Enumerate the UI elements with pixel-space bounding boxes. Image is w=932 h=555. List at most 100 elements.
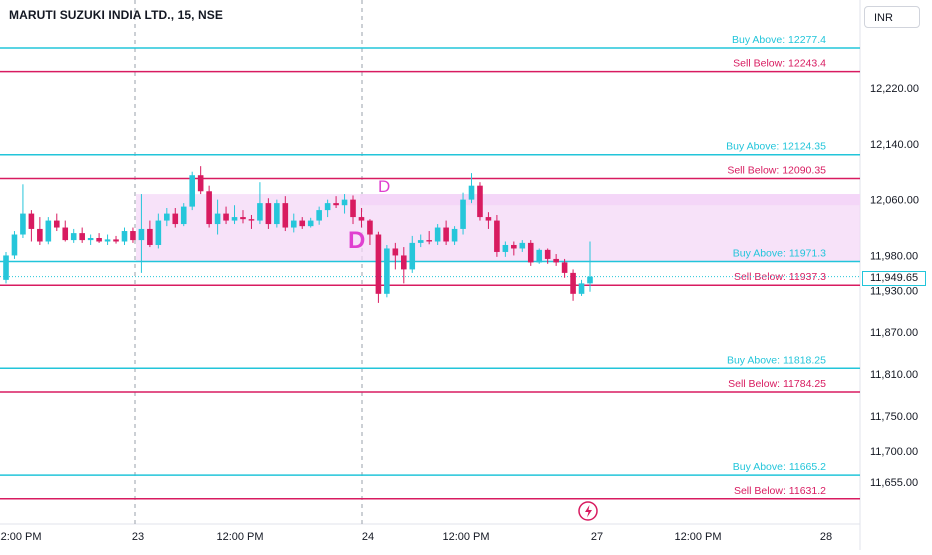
candle-body [375, 234, 382, 294]
y-tick-label: 12,220.00 [870, 83, 919, 95]
buy-level-label: Buy Above: 11818.25 [727, 354, 826, 366]
zone-marker-label: D [378, 177, 390, 196]
candle-body [358, 217, 365, 221]
candle-body [113, 239, 119, 242]
x-tick-label: 24 [362, 531, 374, 543]
candle-body [341, 199, 348, 206]
candle-body [45, 220, 52, 242]
candle-body [570, 272, 576, 294]
candle-body [485, 217, 492, 221]
x-tick-label: 12:00 PM [0, 531, 42, 543]
y-tick-label: 11,810.00 [870, 369, 918, 381]
candle-body [214, 213, 221, 225]
candle-body [223, 213, 229, 221]
y-tick-label: 11,700.00 [870, 446, 918, 458]
candle-body [37, 228, 43, 242]
current-price-label: 11,949.65 [862, 271, 926, 286]
buy-level-label: Buy Above: 12277.4 [732, 34, 826, 46]
candle-body [536, 249, 543, 263]
candle-body [544, 249, 551, 259]
buy-level-label: Buy Above: 12124.35 [726, 141, 826, 153]
candle-body [299, 220, 306, 227]
demand-zone [360, 194, 860, 206]
candle-body [527, 242, 534, 263]
sell-level-label: Sell Below: 12243.4 [733, 58, 826, 70]
candle-body [324, 203, 331, 211]
candle-body [28, 213, 35, 229]
candle-body [104, 239, 111, 242]
candle-body [274, 203, 280, 225]
sell-level-label: Sell Below: 11937.3 [734, 271, 826, 283]
candle-body [70, 233, 77, 241]
currency-selector[interactable]: INR [864, 6, 920, 28]
candle-body [578, 283, 585, 294]
candle-body [426, 240, 432, 242]
sell-level-label: Sell Below: 11784.25 [728, 378, 826, 390]
candle-body [316, 210, 322, 221]
candle-body [307, 220, 314, 227]
candle-body [11, 234, 18, 256]
candle-body [172, 213, 179, 225]
candle-body [197, 175, 204, 192]
candle-body [87, 238, 94, 241]
chart-title: MARUTI SUZUKI INDIA LTD., 15, NSE [9, 8, 223, 22]
x-tick-label: 12:00 PM [216, 531, 263, 543]
buy-level-label: Buy Above: 11971.3 [733, 248, 826, 260]
candle-body [189, 175, 196, 207]
candle-body [3, 255, 9, 280]
candle-body [231, 217, 238, 221]
candle-body [434, 227, 441, 242]
candle-body [392, 248, 399, 256]
x-tick-label: 12:00 PM [442, 531, 489, 543]
candle-body [417, 240, 424, 243]
candle-body [511, 244, 517, 249]
candle-body [79, 233, 85, 241]
x-tick-label: 27 [591, 531, 603, 543]
candle-body [248, 219, 255, 221]
sell-level-label: Sell Below: 12090.35 [727, 164, 826, 176]
y-tick-label: 11,980.00 [870, 250, 918, 262]
zone-marker-label: D [348, 227, 365, 254]
candle-body [290, 220, 297, 228]
candle-body [282, 203, 289, 228]
candle-body [502, 244, 509, 252]
x-tick-label: 28 [820, 531, 832, 543]
candle-body [553, 258, 559, 263]
candle-body [333, 203, 339, 206]
candle-body [477, 185, 483, 218]
candle-body [460, 199, 466, 229]
candle-body [451, 228, 458, 242]
candle-body [164, 213, 170, 221]
candle-body [147, 228, 153, 245]
x-tick-label: 23 [132, 531, 144, 543]
candle-body [384, 248, 390, 294]
candle-body [468, 185, 475, 200]
x-tick-label: 12:00 PM [674, 531, 721, 543]
candle-body [155, 220, 162, 245]
candle-body [587, 276, 593, 284]
candle-body [62, 227, 69, 241]
flash-event-icon [585, 505, 592, 518]
candle-body [130, 231, 136, 241]
candle-body [519, 242, 526, 249]
candle-body [561, 262, 568, 273]
candle-body [257, 203, 263, 221]
y-tick-label: 11,870.00 [870, 327, 918, 339]
candle-body [180, 206, 187, 225]
candle-body [409, 242, 416, 270]
candle-body [350, 199, 356, 218]
candle-body [206, 191, 212, 225]
candle-body [121, 231, 128, 242]
candle-body [20, 213, 26, 235]
candle-body [240, 217, 246, 220]
y-tick-label: 12,140.00 [870, 139, 919, 151]
candle-body [96, 238, 102, 242]
candle-body [53, 220, 60, 228]
y-tick-label: 12,060.00 [870, 195, 919, 207]
candle-body [138, 228, 145, 241]
buy-level-label: Buy Above: 11665.2 [733, 461, 826, 473]
y-tick-label: 11,930.00 [870, 285, 918, 297]
sell-level-label: Sell Below: 11631.2 [734, 485, 826, 497]
